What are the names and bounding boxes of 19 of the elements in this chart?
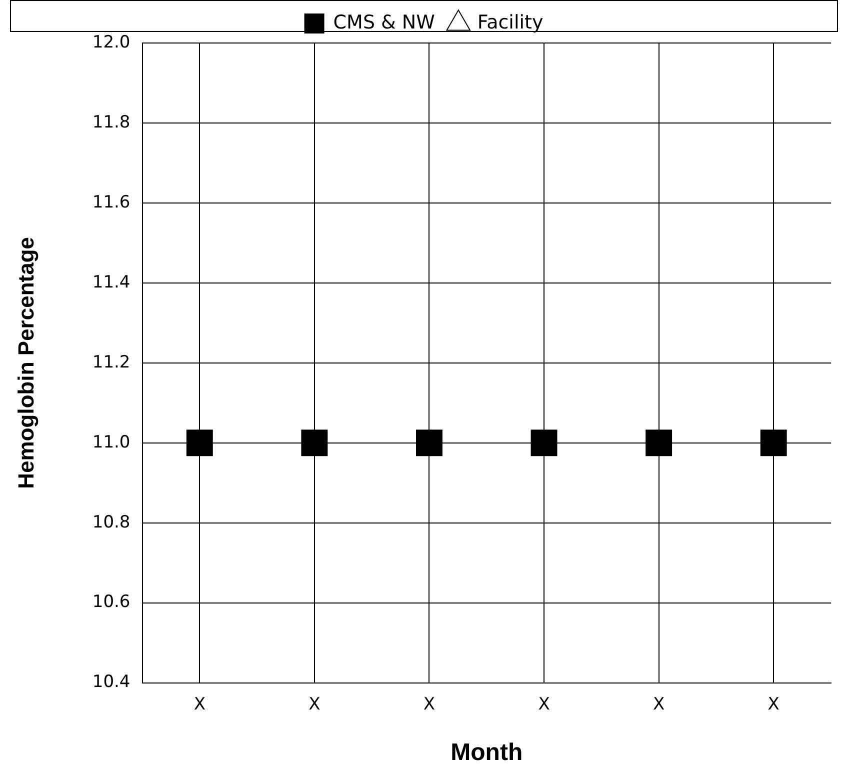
y-tick-label: 12.0: [92, 32, 130, 52]
x-tick-label: X: [308, 694, 321, 714]
x-axis-title: Month: [450, 739, 523, 766]
x-tick-label: X: [538, 694, 550, 714]
y-tick-label: 11.8: [92, 112, 130, 132]
x-tick-label: X: [652, 694, 665, 714]
x-tick-label: X: [423, 694, 436, 714]
x-tick-label: X: [194, 694, 206, 714]
y-tick-label: 11.2: [92, 352, 130, 372]
x-tick-label: X: [768, 694, 780, 714]
y-tick-label: 10.4: [92, 672, 130, 692]
y-tick-label: 11.4: [92, 272, 130, 292]
y-tick-label: 11.6: [92, 192, 130, 212]
y-axis-title: Hemoglobin Percentage: [13, 236, 38, 489]
legend-label: Facility: [477, 11, 544, 34]
y-tick-label: 10.6: [92, 592, 130, 612]
legend-label: CMS & NW: [333, 11, 436, 34]
y-tick-label: 11.0: [92, 432, 130, 452]
y-tick-label: 10.8: [92, 512, 130, 532]
